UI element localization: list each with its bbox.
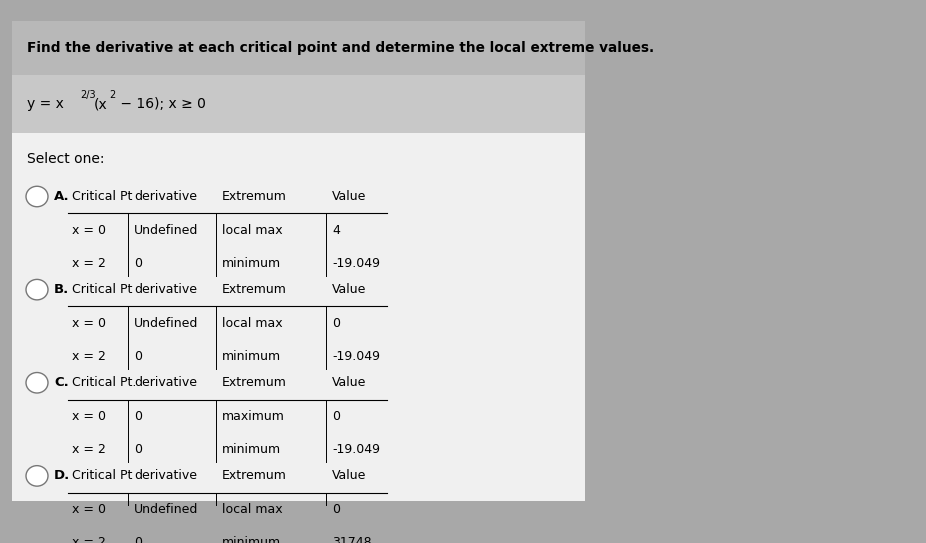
Text: minimum: minimum <box>222 257 282 270</box>
Text: 0: 0 <box>134 350 142 363</box>
Circle shape <box>26 466 48 486</box>
Text: B.: B. <box>54 283 69 296</box>
Text: Value: Value <box>332 283 367 296</box>
Text: 2/3: 2/3 <box>80 90 95 100</box>
Bar <box>12 21 585 75</box>
Text: 31748: 31748 <box>332 536 371 543</box>
Text: local max: local max <box>222 503 282 516</box>
Text: x = 2: x = 2 <box>72 350 106 363</box>
Bar <box>12 21 585 501</box>
Text: Critical Pt: Critical Pt <box>72 190 132 203</box>
Text: Critical Pt: Critical Pt <box>72 283 132 296</box>
Text: Extremum: Extremum <box>222 376 287 389</box>
Text: 0: 0 <box>134 536 142 543</box>
Text: x = 2: x = 2 <box>72 536 106 543</box>
Text: 0: 0 <box>332 503 340 516</box>
Circle shape <box>26 372 48 393</box>
Text: Undefined: Undefined <box>134 317 198 330</box>
Text: Critical Pt.: Critical Pt. <box>72 376 136 389</box>
Text: -19.049: -19.049 <box>332 443 380 456</box>
Text: (x: (x <box>94 97 107 111</box>
Text: Value: Value <box>332 190 367 203</box>
Text: Critical Pt: Critical Pt <box>72 469 132 482</box>
Text: C.: C. <box>54 376 69 389</box>
Text: − 16); x ≥ 0: − 16); x ≥ 0 <box>116 97 206 111</box>
Text: minimum: minimum <box>222 350 282 363</box>
Text: x = 0: x = 0 <box>72 503 106 516</box>
Text: Extremum: Extremum <box>222 190 287 203</box>
Text: derivative: derivative <box>134 376 197 389</box>
Text: -19.049: -19.049 <box>332 257 380 270</box>
Text: 0: 0 <box>134 257 142 270</box>
Bar <box>12 133 585 501</box>
Text: x = 2: x = 2 <box>72 257 106 270</box>
Text: x = 0: x = 0 <box>72 410 106 423</box>
Text: minimum: minimum <box>222 443 282 456</box>
Text: 0: 0 <box>134 410 142 423</box>
Text: Find the derivative at each critical point and determine the local extreme value: Find the derivative at each critical poi… <box>27 41 654 55</box>
Text: Undefined: Undefined <box>134 224 198 237</box>
Text: local max: local max <box>222 224 282 237</box>
Text: Select one:: Select one: <box>27 152 105 166</box>
Text: 0: 0 <box>332 410 340 423</box>
Text: x = 0: x = 0 <box>72 317 106 330</box>
Text: x = 2: x = 2 <box>72 443 106 456</box>
Text: 0: 0 <box>332 317 340 330</box>
Text: derivative: derivative <box>134 190 197 203</box>
Text: Value: Value <box>332 469 367 482</box>
Text: Extremum: Extremum <box>222 469 287 482</box>
Text: y = x: y = x <box>27 97 64 111</box>
Text: Extremum: Extremum <box>222 283 287 296</box>
Text: local max: local max <box>222 317 282 330</box>
Text: 0: 0 <box>134 443 142 456</box>
Text: x = 0: x = 0 <box>72 224 106 237</box>
Text: minimum: minimum <box>222 536 282 543</box>
Text: A.: A. <box>54 190 69 203</box>
Text: -19.049: -19.049 <box>332 350 380 363</box>
Circle shape <box>26 280 48 300</box>
Text: derivative: derivative <box>134 283 197 296</box>
Text: 2: 2 <box>109 90 115 100</box>
Text: derivative: derivative <box>134 469 197 482</box>
Text: 4: 4 <box>332 224 340 237</box>
Text: D.: D. <box>54 469 70 482</box>
Text: maximum: maximum <box>222 410 285 423</box>
Circle shape <box>26 186 48 207</box>
Text: Value: Value <box>332 376 367 389</box>
Text: Undefined: Undefined <box>134 503 198 516</box>
Bar <box>12 75 585 133</box>
